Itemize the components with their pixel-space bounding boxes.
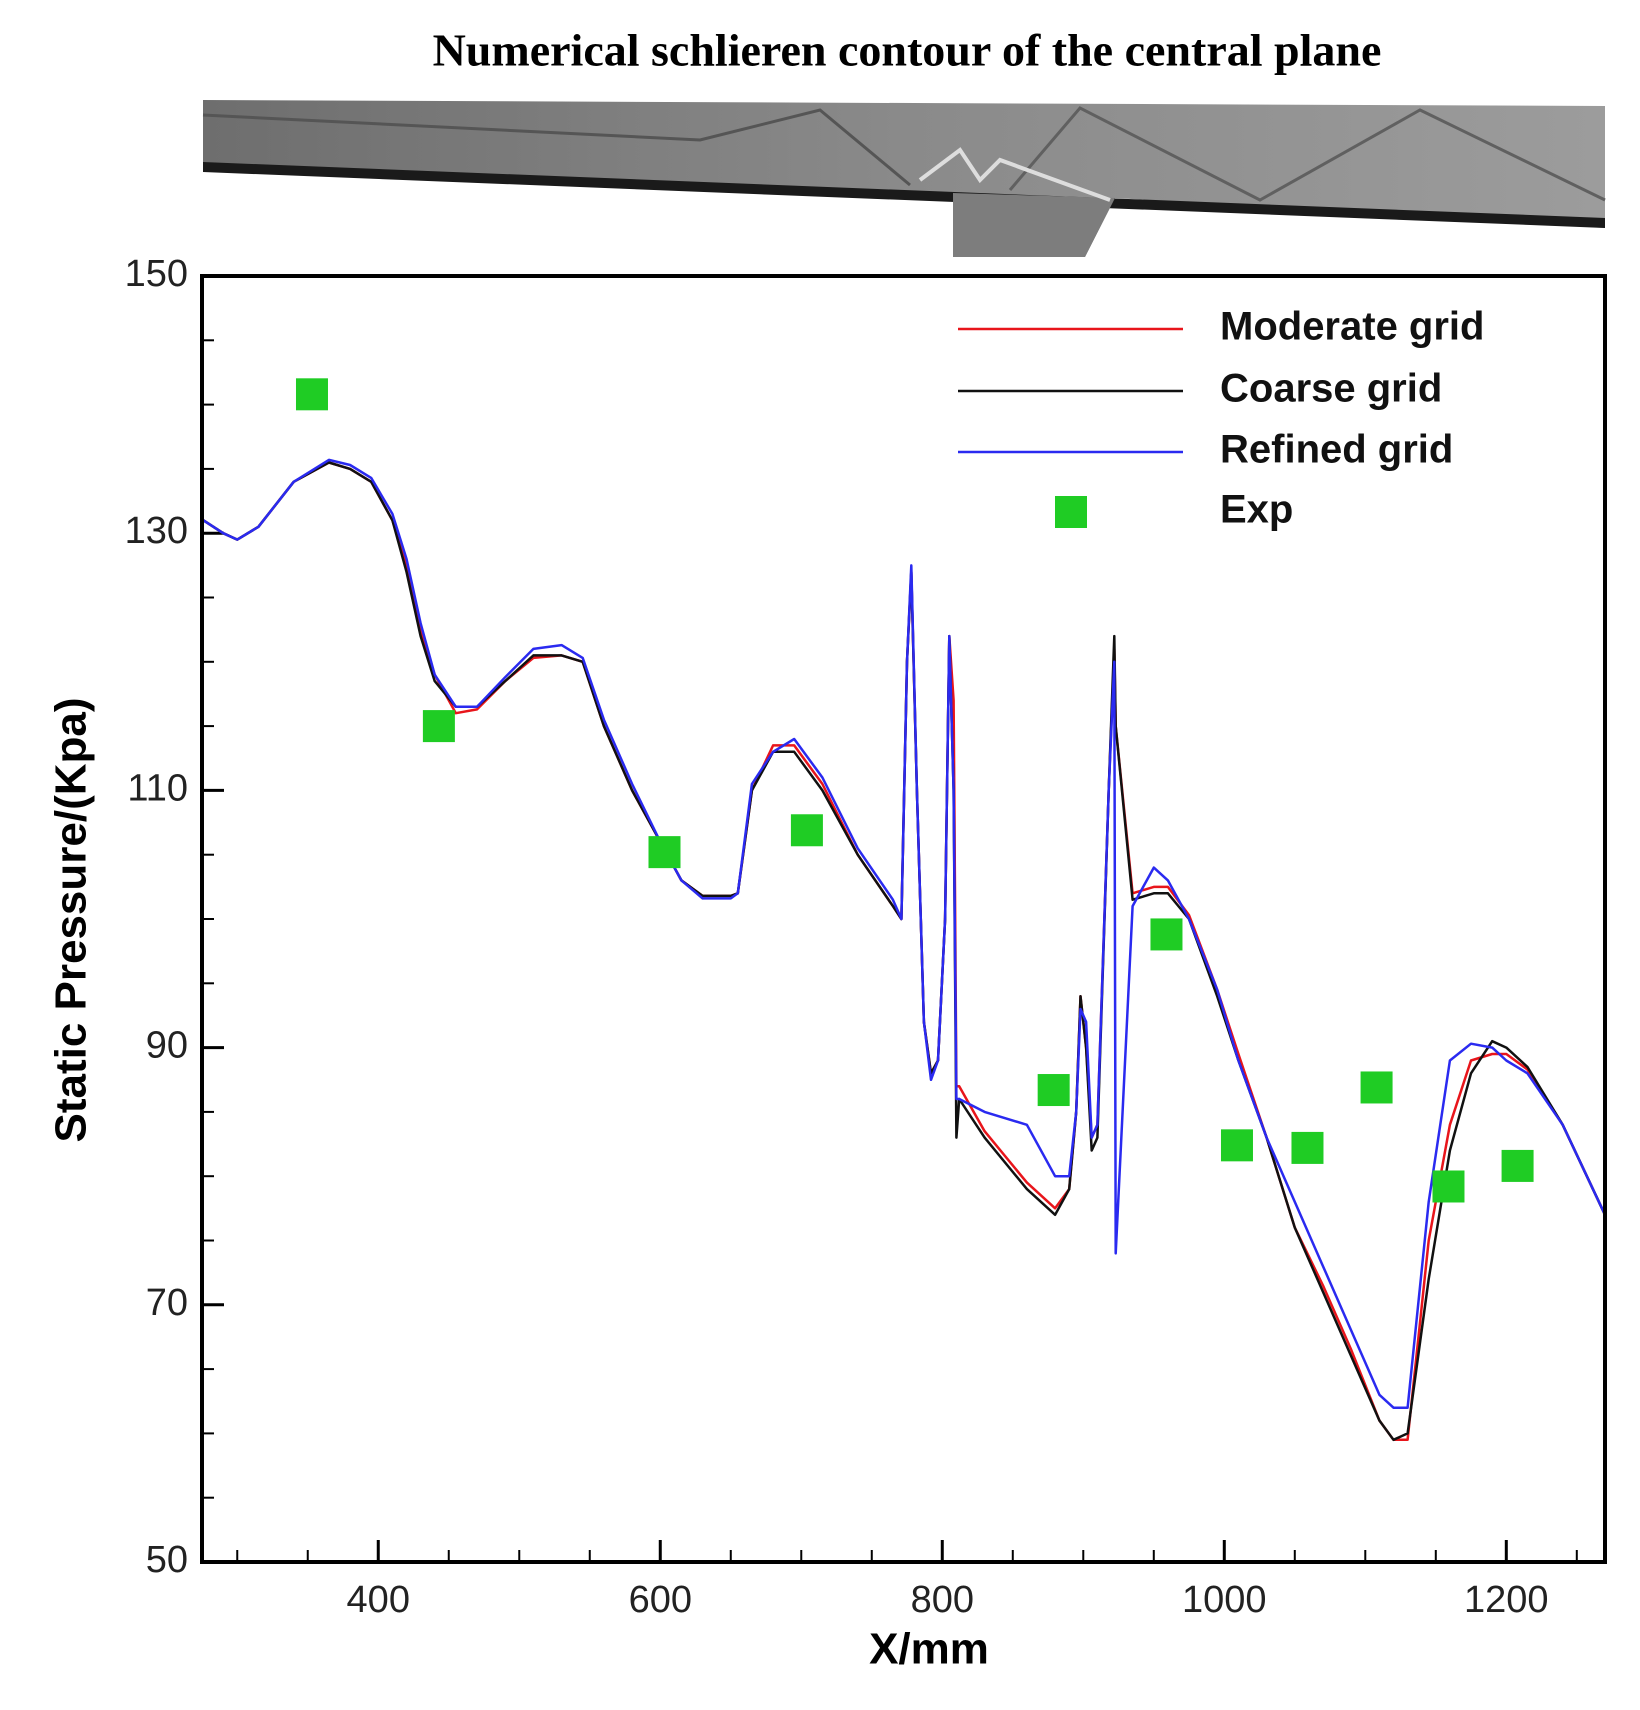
exp-marker [295,378,328,411]
y-tick-label: 110 [127,767,188,809]
y-tick-label: 130 [125,510,188,552]
exp-marker [1432,1170,1465,1203]
x-tick-label: 800 [911,1579,974,1621]
legend-label: Coarse grid [1220,367,1442,411]
x-axis-title: X/mm [869,1625,989,1674]
y-tick-label: 70 [146,1282,188,1324]
y-tick-label: 90 [146,1025,188,1067]
y-axis-title: Static Pressure/(Kpa) [47,697,96,1142]
exp-marker [1220,1129,1253,1162]
schlieren-image [202,100,1606,257]
series-line [202,461,1607,1442]
x-tick-label: 600 [629,1579,692,1621]
exp-marker [1291,1131,1324,1164]
y-tick-label: 50 [146,1539,188,1581]
x-tick-label: 1200 [1464,1579,1549,1621]
legend-label: Moderate grid [1220,305,1484,349]
legend-label: Refined grid [1220,428,1453,472]
figure-title: Numerical schlieren contour of the centr… [433,25,1382,76]
exp-marker [790,814,823,847]
exp-marker [1037,1074,1070,1107]
exp-marker [1150,918,1183,951]
x-tick-label: 1000 [1182,1579,1267,1621]
series-line [202,458,1607,1409]
exp-marker [1501,1149,1534,1182]
exp-marker [648,836,681,869]
exp-marker [1360,1071,1393,1104]
exp-marker [422,710,455,743]
y-tick-label: 150 [125,253,188,295]
legend-marker [1055,496,1087,528]
legend-label: Exp [1220,488,1293,532]
x-tick-label: 400 [347,1579,410,1621]
plot-frame [200,274,1607,1564]
